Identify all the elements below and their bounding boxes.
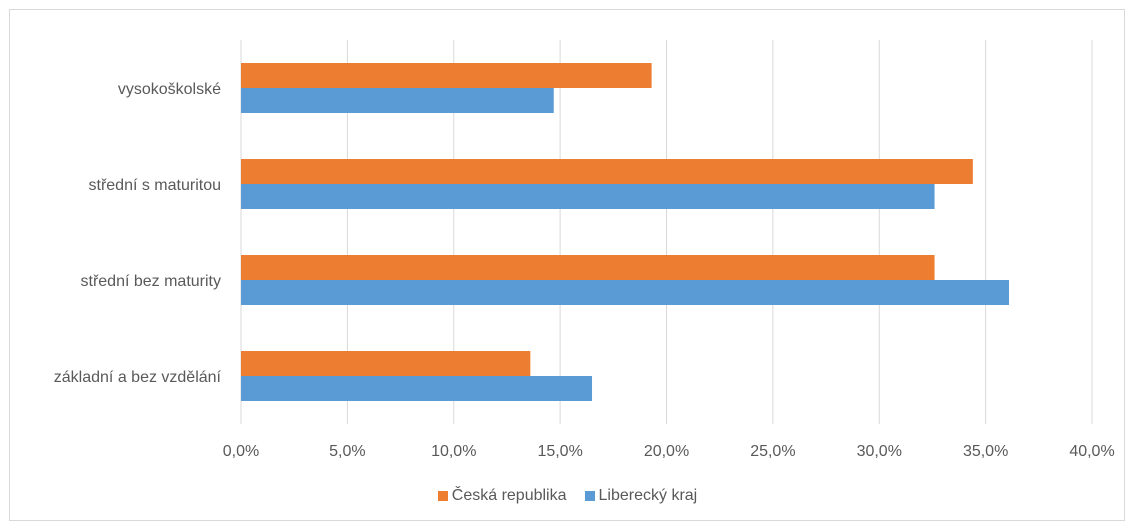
legend-item-lk: Liberecký kraj: [584, 487, 698, 505]
bar-cr: [241, 351, 531, 376]
legend-item-cr: Česká republika: [437, 487, 567, 505]
x-tick-label: 20,0%: [644, 443, 689, 460]
bar-cr: [241, 159, 973, 184]
x-tick-label: 10,0%: [431, 443, 476, 460]
bar-lk: [241, 376, 593, 401]
x-tick-label: 5,0%: [329, 443, 365, 460]
bars: [241, 63, 1010, 401]
x-tick-labels: 0,0% 5,0% 10,0% 15,0% 20,0% 25,0% 30,0% 35,0% 40…: [223, 443, 1115, 460]
x-tick-label: 0,0%: [223, 443, 259, 460]
x-tick-label: 40,0%: [1069, 443, 1114, 460]
bar-lk: [241, 88, 554, 113]
bar-cr: [241, 255, 935, 280]
x-tick-label: 35,0%: [963, 443, 1008, 460]
legend-label-cr: Česká republika: [451, 487, 567, 504]
category-label: vysokoškolské: [118, 81, 221, 98]
category-label: základní a bez vzdělání: [54, 369, 222, 386]
legend: Česká republika Liberecký kraj: [0, 487, 1135, 505]
category-label: střední s maturitou: [89, 177, 222, 194]
x-tick-label: 25,0%: [750, 443, 795, 460]
legend-label-lk: Liberecký kraj: [598, 487, 698, 504]
bar-lk: [241, 280, 1010, 305]
bar-lk: [241, 184, 935, 209]
bar-cr: [241, 63, 652, 88]
category-labels: základní a bez vzdělání střední bez matur…: [54, 81, 222, 386]
legend-swatch-cr: [437, 491, 448, 501]
legend-swatch-lk: [584, 491, 595, 501]
x-tick-label: 15,0%: [537, 443, 582, 460]
x-tick-label: 30,0%: [857, 443, 902, 460]
category-label: střední bez maturity: [81, 273, 222, 290]
